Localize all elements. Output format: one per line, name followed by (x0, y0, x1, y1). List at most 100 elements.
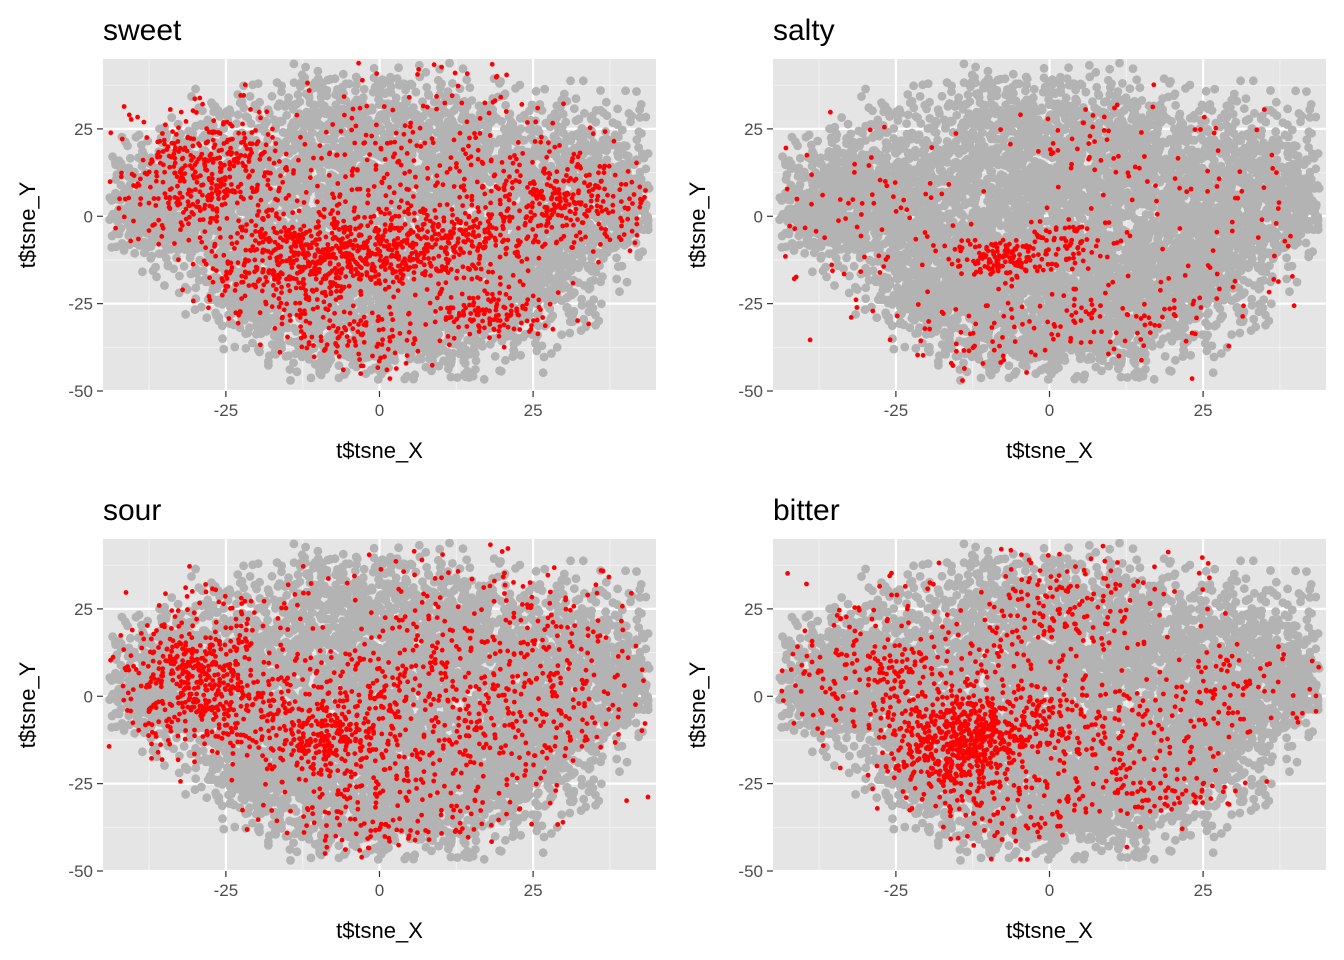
base-point (476, 337, 486, 347)
base-point (442, 173, 452, 183)
base-point (148, 266, 158, 276)
base-point (275, 116, 285, 126)
base-point (259, 189, 269, 199)
base-point (334, 373, 344, 383)
base-point (283, 98, 293, 108)
base-point (124, 231, 134, 241)
base-point (390, 356, 400, 365)
base-point (435, 152, 445, 162)
base-point (341, 137, 350, 147)
base-point (179, 261, 189, 271)
base-point (341, 116, 351, 126)
base-point (116, 180, 126, 190)
base-point (241, 343, 251, 353)
base-point (218, 334, 227, 344)
base-point (255, 97, 264, 107)
base-point (152, 182, 162, 192)
base-point (465, 83, 475, 92)
base-point (130, 248, 140, 258)
base-point (293, 90, 303, 100)
base-point (405, 142, 414, 152)
base-point (289, 146, 298, 155)
base-point (597, 299, 606, 309)
base-point (392, 74, 402, 84)
base-point (357, 117, 367, 126)
base-point (326, 355, 336, 364)
base-point (315, 368, 324, 378)
base-point (472, 167, 482, 177)
base-point (203, 119, 213, 128)
base-point (231, 171, 241, 180)
base-point (181, 241, 191, 251)
base-point (315, 131, 325, 140)
base-point (175, 271, 184, 281)
base-point (146, 254, 156, 263)
base-point (289, 59, 299, 69)
base-point (406, 79, 416, 89)
base-point (366, 296, 375, 306)
base-point (405, 107, 415, 117)
base-point (393, 337, 403, 347)
base-point (284, 351, 293, 361)
base-point (113, 216, 122, 225)
base-point (167, 113, 177, 122)
base-point (353, 193, 363, 203)
base-point (287, 121, 296, 131)
base-point (116, 164, 126, 174)
base-point (310, 100, 320, 110)
base-point (329, 141, 338, 151)
base-point (445, 351, 455, 361)
base-point (285, 365, 295, 374)
base-point (243, 113, 253, 123)
base-point (352, 95, 362, 105)
base-point (139, 248, 149, 258)
base-point (322, 91, 332, 101)
base-point (114, 229, 124, 239)
base-point (139, 149, 149, 159)
base-point (191, 121, 201, 131)
base-point (301, 211, 311, 220)
base-point (435, 83, 445, 92)
base-point (539, 352, 549, 362)
base-point (351, 86, 360, 96)
base-point (445, 59, 454, 68)
base-point (384, 175, 394, 185)
base-point (343, 155, 352, 165)
base-point (297, 352, 307, 362)
base-point (411, 87, 421, 97)
base-point (269, 331, 279, 341)
base-point (233, 110, 243, 120)
base-point (215, 112, 225, 121)
base-point (224, 226, 234, 235)
base-point (188, 129, 198, 138)
base-point (158, 249, 167, 258)
base-point (330, 74, 340, 84)
base-point (552, 342, 562, 352)
base-point (277, 81, 286, 91)
base-point (450, 175, 460, 185)
base-point (145, 213, 154, 223)
base-point (394, 63, 403, 73)
base-point (239, 200, 248, 210)
base-point (286, 376, 295, 385)
base-point (427, 366, 436, 376)
base-point (479, 374, 489, 384)
base-point (468, 371, 478, 381)
base-point (300, 164, 309, 174)
base-point (490, 352, 500, 361)
base-point (107, 231, 117, 241)
base-point (160, 281, 169, 290)
base-point (114, 156, 124, 166)
base-point (354, 152, 364, 162)
base-point (119, 246, 129, 255)
base-point (131, 132, 141, 142)
base-point (441, 107, 450, 117)
base-point (211, 163, 220, 173)
base-point (214, 316, 224, 326)
base-point (245, 92, 255, 101)
base-point (348, 360, 357, 370)
base-point (121, 186, 131, 196)
base-point (209, 107, 219, 117)
base-point (236, 207, 246, 217)
